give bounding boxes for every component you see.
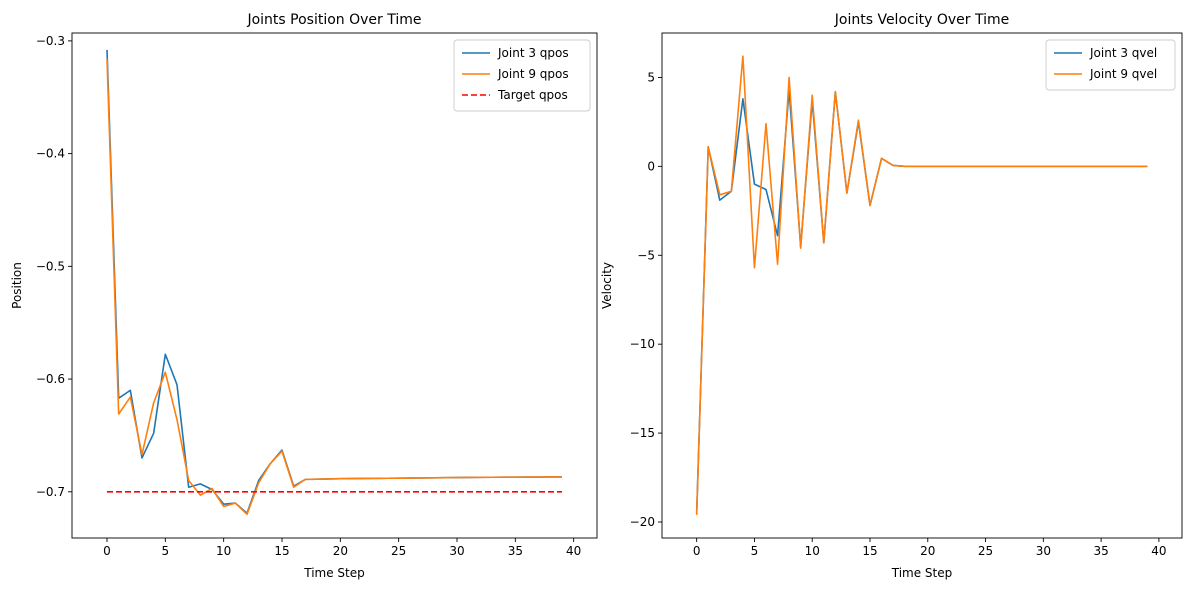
- x-tick-label: 0: [103, 544, 111, 558]
- x-tick-label: 20: [333, 544, 348, 558]
- legend-box: [453, 39, 591, 112]
- y-tick-label: −15: [630, 426, 655, 440]
- chart-1: Joints Position Over Time 0 5 10 15 20 25 30 35 4…: [10, 12, 598, 580]
- x-tick-label: 15: [274, 544, 289, 558]
- y-tick-label: −0.3: [36, 34, 65, 48]
- x-tick-label: 30: [449, 544, 464, 558]
- x-tick-label: 10: [216, 544, 231, 558]
- x-tick-label: 15: [862, 544, 877, 558]
- x-tick-label: 40: [1151, 544, 1166, 558]
- x-tick-label: 5: [162, 544, 170, 558]
- x-axis-label: Time Step: [303, 566, 365, 580]
- legend-label: Joint 9 qvel: [1089, 67, 1157, 81]
- axes-frame: [71, 32, 598, 539]
- y-tick-label: −0.6: [36, 372, 65, 386]
- series-line-joint-9-qpos: [106, 58, 562, 516]
- series-line-joint-3-qpos: [106, 49, 562, 515]
- legend: Joint 3 qpos Joint 9 qpos Target qpos: [453, 39, 591, 112]
- x-tick-label: 5: [751, 544, 759, 558]
- legend-label: Target qpos: [497, 88, 568, 102]
- x-tick-label: 10: [805, 544, 820, 558]
- y-tick-label: −0.5: [36, 259, 65, 273]
- y-tick-label: −10: [630, 337, 655, 351]
- axes-frame: [661, 32, 1183, 539]
- x-tick-label: 25: [391, 544, 406, 558]
- chart-2: Joints Velocity Over Time 0 5 10 15 20 25 30 35 4…: [600, 12, 1183, 580]
- chart-title: Joints Position Over Time: [246, 12, 421, 28]
- x-axis-label: Time Step: [891, 566, 953, 580]
- y-tick-label: 5: [647, 70, 655, 84]
- y-tick-label: −0.4: [36, 147, 65, 161]
- x-tick-label: 20: [920, 544, 935, 558]
- x-tick-label: 25: [978, 544, 993, 558]
- y-axis-label: Position: [10, 262, 24, 309]
- x-tick-label: 35: [1093, 544, 1108, 558]
- y-tick-label: 0: [647, 159, 655, 173]
- legend-label: Joint 3 qpos: [497, 46, 569, 60]
- legend-label: Joint 3 qvel: [1089, 46, 1157, 60]
- x-tick-label: 35: [508, 544, 523, 558]
- x-tick-label: 30: [1036, 544, 1051, 558]
- legend-label: Joint 9 qpos: [497, 67, 569, 81]
- y-tick-label: −0.7: [36, 485, 65, 499]
- series-line-joint-9-qvel: [695, 55, 1148, 515]
- y-tick-label: −20: [630, 515, 655, 529]
- x-tick-label: 0: [693, 544, 701, 558]
- y-tick-label: −5: [637, 248, 655, 262]
- legend: Joint 3 qvel Joint 9 qvel: [1045, 39, 1176, 91]
- chart-title: Joints Velocity Over Time: [834, 12, 1009, 28]
- x-tick-label: 40: [566, 544, 581, 558]
- y-axis-label: Velocity: [600, 262, 614, 309]
